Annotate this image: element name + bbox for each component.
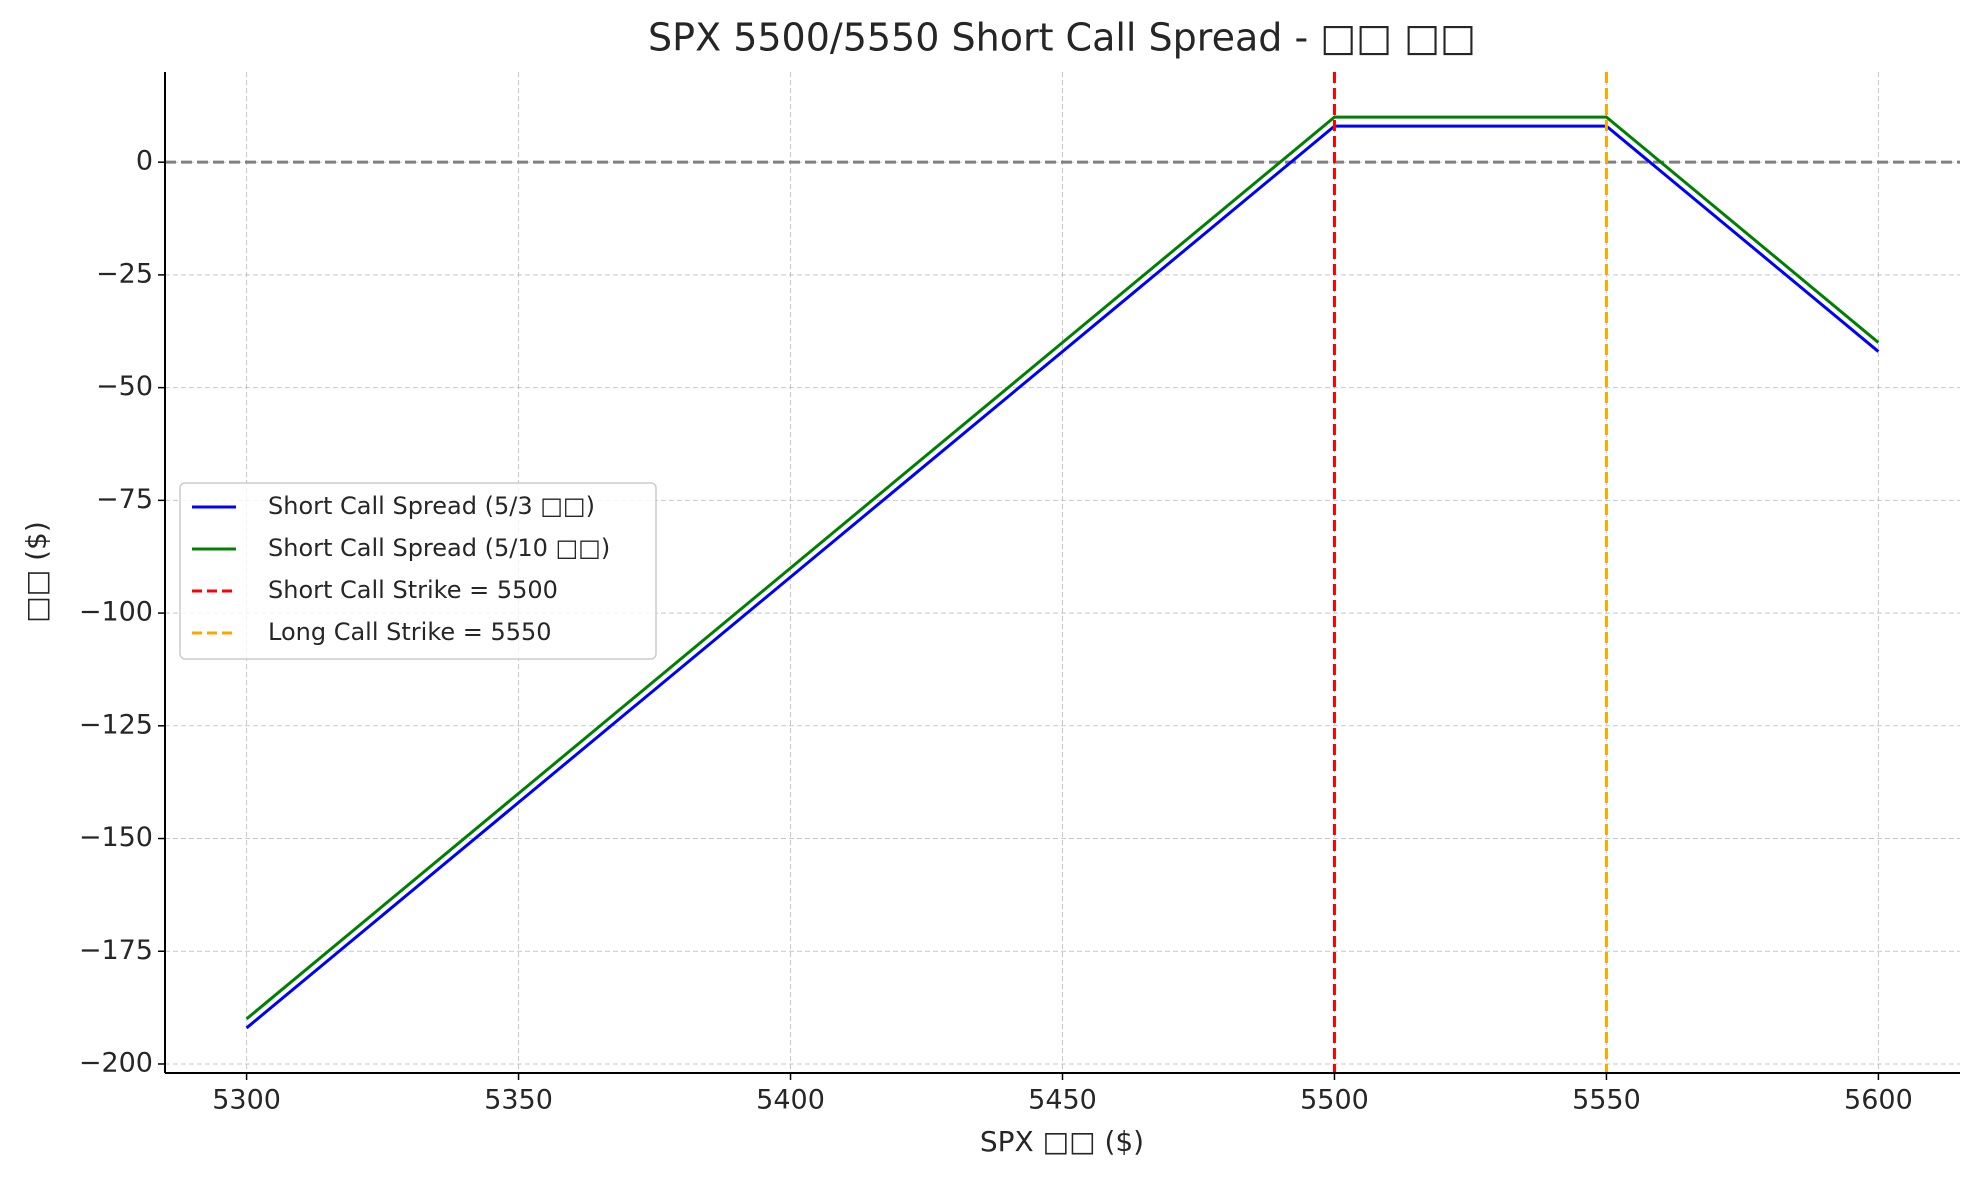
- y-tick-label: −50: [96, 371, 153, 402]
- y-tick-label: −25: [96, 258, 153, 289]
- legend-label: Short Call Spread (5/3 □□): [268, 492, 595, 520]
- line: [245, 115, 1880, 1021]
- y-tick-label: 0: [136, 146, 153, 177]
- x-tick-label: 5450: [1028, 1085, 1097, 1116]
- y-tick-label: −200: [79, 1047, 153, 1078]
- y-tick-label: −75: [96, 484, 153, 515]
- y-tick-label: −100: [79, 597, 153, 628]
- y-axis-label: □□ ($): [20, 521, 53, 622]
- x-tick-label: 5600: [1844, 1085, 1913, 1116]
- legend-label: Long Call Strike = 5550: [268, 618, 552, 646]
- x-axis-label: SPX □□ ($): [980, 1125, 1144, 1158]
- x-tick-label: 5300: [212, 1085, 281, 1116]
- y-tick-label: −150: [79, 822, 153, 853]
- chart-title: SPX 5500/5550 Short Call Spread - □□ □□: [648, 16, 1476, 60]
- y-tick-label: −175: [79, 935, 153, 966]
- x-tick-label: 5350: [484, 1085, 553, 1116]
- x-tick-label: 5400: [756, 1085, 825, 1116]
- x-tick-label: 5550: [1572, 1085, 1641, 1116]
- legend-label: Short Call Strike = 5500: [268, 576, 558, 604]
- legend-label: Short Call Spread (5/10 □□): [268, 534, 610, 562]
- line: [245, 124, 1880, 1030]
- y-tick-label: −125: [79, 709, 153, 740]
- legend-box: [179, 482, 657, 660]
- x-tick-label: 5500: [1300, 1085, 1369, 1116]
